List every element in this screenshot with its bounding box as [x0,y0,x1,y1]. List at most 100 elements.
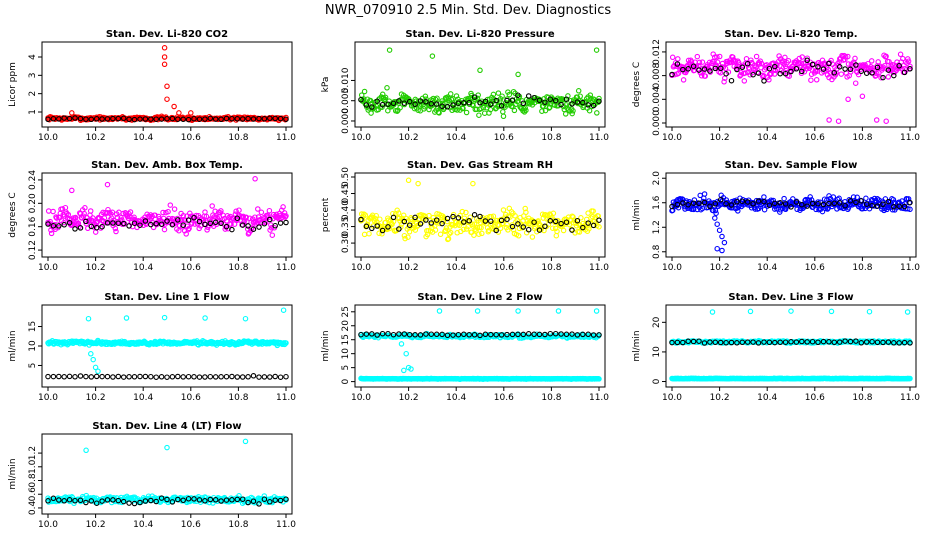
data-point [675,56,681,62]
data-point [899,198,905,204]
x-tick-label: 10.4 [446,263,466,273]
y-axis-label: kPa [321,77,331,93]
data-point [45,208,52,214]
data-point [742,70,748,76]
data-point [441,215,447,221]
data-point [158,116,165,122]
data-point [883,118,889,124]
data-point [885,204,892,211]
x-tick-label: 10.8 [228,393,248,403]
x-tick-label: 10.6 [805,393,825,403]
y-tick-label: 0.16 [28,216,38,236]
data-point [283,340,289,346]
data-point [169,221,176,228]
data-point [714,54,720,60]
data-point [142,373,149,380]
data-point [422,93,429,100]
data-point [880,74,886,81]
data-point [258,209,265,216]
data-point [417,221,424,227]
data-point [379,101,386,108]
data-point [739,64,746,71]
data-point [831,70,838,76]
data-point [242,315,249,322]
data-point [437,231,444,238]
data-point [379,227,386,234]
data-point [907,199,913,206]
data-point [104,220,111,226]
data-point [445,236,451,243]
data-point [406,229,413,235]
x-tick-label: 10.0 [38,393,58,403]
data-point [904,309,911,315]
data-point [575,88,582,94]
data-point [466,99,472,106]
data-point [175,373,181,380]
series-sample [45,373,289,380]
data-point [520,224,527,230]
data-point [189,220,195,226]
data-point [431,101,437,108]
data-point [796,55,803,62]
data-point [169,374,176,380]
data-point [385,101,391,107]
data-point [820,201,827,208]
data-point [813,77,820,83]
data-point [250,226,257,232]
data-point [158,221,165,227]
data-point [788,68,794,75]
data-point [523,107,529,114]
data-point [77,373,84,379]
data-point [478,224,484,231]
data-point [741,78,748,84]
data-point [69,110,75,116]
data-point [212,116,219,122]
data-point [428,222,434,228]
y-axis-label: ml/min [632,330,642,361]
data-point [434,95,440,101]
plot-frame [354,172,606,258]
x-tick-label: 10.2 [710,263,730,273]
data-point [669,71,675,78]
data-point [203,213,210,220]
data-point [669,54,676,61]
y-tick-label: 0.24 [28,170,38,190]
data-point [93,373,100,380]
data-point [283,116,289,122]
data-point [433,217,440,223]
data-point [77,115,84,122]
data-point [358,216,364,223]
y-tick-label: 10 [28,340,38,352]
data-point [110,374,116,380]
y-tick-label: 0.30 [341,233,351,253]
data-point [180,374,186,380]
x-tick-label: 11.0 [589,263,609,273]
data-point [395,210,402,216]
data-point [362,212,369,218]
data-point [460,105,466,112]
data-point [161,314,168,321]
data-point [218,116,224,123]
data-point [191,374,197,380]
data-point [218,220,224,227]
data-point [836,59,842,65]
data-point [499,93,505,99]
data-point [590,222,597,229]
x-tick-label: 10.8 [541,393,561,403]
data-point [743,56,750,62]
y-tick-label: 5 [28,363,38,369]
data-point [92,229,99,235]
data-point [473,228,479,234]
data-point [142,116,149,122]
x-tick-label: 10.4 [757,393,777,403]
data-point [580,224,586,231]
data-point [474,308,481,314]
data-point [56,373,62,380]
data-point [498,217,505,224]
data-point [596,224,602,230]
data-point [734,66,740,73]
series-main [45,45,289,124]
y-tick-label: 10 [652,346,662,358]
data-point [593,308,600,314]
data-point [92,364,99,371]
